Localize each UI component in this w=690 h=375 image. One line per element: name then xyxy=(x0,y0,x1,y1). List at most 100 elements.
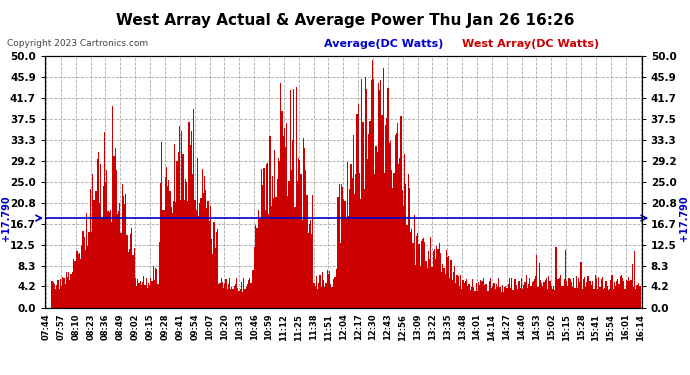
Bar xyxy=(551,286,552,308)
Bar xyxy=(348,216,349,308)
Bar xyxy=(256,228,257,308)
Text: +17.790: +17.790 xyxy=(1,195,10,241)
Bar xyxy=(111,222,112,308)
Bar xyxy=(420,266,421,308)
Bar xyxy=(346,217,347,308)
Bar xyxy=(611,275,613,308)
Bar xyxy=(180,200,181,308)
Bar xyxy=(522,289,523,308)
Bar xyxy=(457,276,459,308)
Bar xyxy=(495,284,497,308)
Bar xyxy=(61,286,62,308)
Bar xyxy=(147,288,148,308)
Bar xyxy=(269,136,270,308)
Bar xyxy=(129,249,130,308)
Bar xyxy=(56,285,57,308)
Bar xyxy=(531,282,533,308)
Bar xyxy=(63,278,64,308)
Bar xyxy=(584,277,585,308)
Bar xyxy=(311,234,313,308)
Bar xyxy=(218,284,219,308)
Bar xyxy=(485,284,486,308)
Bar xyxy=(393,173,395,308)
Bar xyxy=(149,285,150,308)
Bar xyxy=(317,289,318,308)
Bar xyxy=(583,279,584,308)
Bar xyxy=(592,281,593,308)
Bar xyxy=(161,141,162,308)
Bar xyxy=(533,280,534,308)
Bar xyxy=(342,187,344,308)
Bar xyxy=(536,255,538,308)
Bar xyxy=(74,261,75,308)
Bar xyxy=(452,280,453,308)
Bar xyxy=(243,278,244,308)
Bar xyxy=(574,288,575,308)
Bar xyxy=(310,220,311,308)
Bar xyxy=(569,278,570,308)
Bar xyxy=(508,284,509,308)
Bar xyxy=(598,278,600,308)
Bar xyxy=(262,185,264,308)
Bar xyxy=(380,80,382,308)
Bar xyxy=(64,284,66,308)
Bar xyxy=(157,284,159,308)
Bar xyxy=(279,161,280,308)
Bar xyxy=(446,251,447,308)
Bar xyxy=(400,116,402,308)
Bar xyxy=(231,286,233,308)
Bar xyxy=(558,279,559,308)
Bar xyxy=(326,270,328,308)
Bar xyxy=(459,286,460,308)
Bar xyxy=(118,210,119,308)
Bar xyxy=(546,278,547,308)
Bar xyxy=(137,279,139,308)
Bar xyxy=(293,89,295,308)
Bar xyxy=(193,109,195,307)
Bar xyxy=(75,261,77,308)
Bar xyxy=(210,206,211,308)
Bar xyxy=(590,281,591,308)
Bar xyxy=(374,174,375,308)
Bar xyxy=(223,288,224,308)
Bar xyxy=(211,239,213,308)
Bar xyxy=(304,148,305,308)
Bar xyxy=(82,231,83,308)
Bar xyxy=(116,170,117,308)
Bar xyxy=(371,80,372,308)
Bar xyxy=(411,229,413,308)
Bar xyxy=(434,249,435,308)
Bar xyxy=(360,199,361,308)
Bar xyxy=(62,277,63,308)
Bar xyxy=(418,244,420,308)
Bar xyxy=(361,80,362,308)
Bar xyxy=(385,125,386,308)
Bar xyxy=(364,189,365,308)
Bar xyxy=(636,285,638,308)
Bar xyxy=(167,186,168,308)
Bar xyxy=(503,292,504,308)
Bar xyxy=(596,278,597,308)
Bar xyxy=(199,202,200,308)
Bar xyxy=(315,286,316,308)
Bar xyxy=(52,282,54,308)
Bar xyxy=(483,278,484,308)
Bar xyxy=(579,282,580,308)
Text: West Array(DC Watts): West Array(DC Watts) xyxy=(462,39,600,50)
Bar xyxy=(500,292,502,308)
Bar xyxy=(549,281,551,308)
Bar xyxy=(191,131,192,308)
Bar xyxy=(277,179,278,308)
Bar xyxy=(247,284,248,308)
Bar xyxy=(286,123,287,308)
Bar xyxy=(322,273,323,308)
Bar xyxy=(242,292,243,308)
Bar xyxy=(369,121,371,308)
Bar xyxy=(610,280,611,308)
Bar xyxy=(387,88,388,308)
Bar xyxy=(103,186,104,308)
Bar xyxy=(524,282,526,308)
Bar xyxy=(299,160,300,308)
Bar xyxy=(261,169,262,308)
Bar xyxy=(406,225,408,308)
